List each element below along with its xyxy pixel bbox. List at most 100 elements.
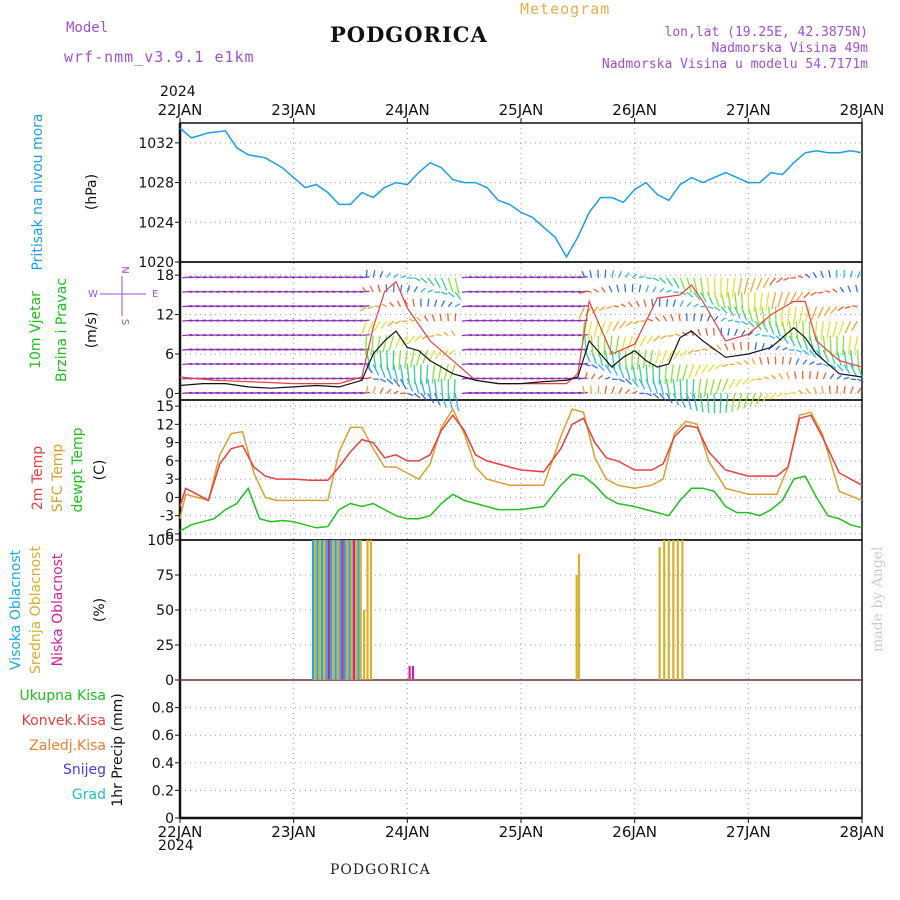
wind-barb <box>298 290 309 293</box>
wind-barb <box>638 284 642 293</box>
wind-barb <box>325 348 336 351</box>
wind-barb <box>365 364 373 374</box>
wind-barb <box>743 277 749 295</box>
wind-barb <box>372 270 376 278</box>
wind-barb <box>516 290 527 293</box>
wind-barb <box>461 348 472 351</box>
wind-barb <box>523 305 534 308</box>
wind-barb <box>769 277 777 286</box>
wind-barb <box>453 378 456 399</box>
y-tick-label: 15 <box>156 399 174 415</box>
wind-barb <box>611 386 615 394</box>
wind-barb <box>679 291 687 296</box>
y-tick-label: 1028 <box>138 176 174 192</box>
wind-barb <box>550 377 561 380</box>
wind-barb <box>223 333 234 337</box>
wind-barb <box>639 335 647 347</box>
wind-barb <box>523 333 534 337</box>
wind-barb <box>699 313 704 322</box>
wind-barb <box>694 364 702 377</box>
wind-barb <box>837 306 845 312</box>
wind-barb <box>325 276 336 279</box>
wind-barb <box>707 364 715 372</box>
wind-barb <box>407 335 415 345</box>
wind-barb <box>475 305 486 308</box>
wind-barb <box>727 327 731 336</box>
wind-barb <box>604 269 607 278</box>
wind-barb <box>434 277 441 289</box>
compass-n: N <box>119 266 130 273</box>
wind-barb <box>502 348 513 351</box>
wind-barb <box>502 305 513 308</box>
wind-barb <box>495 276 507 279</box>
wind-barb <box>318 305 329 308</box>
wind-barb <box>209 362 220 366</box>
wind-barb <box>600 286 606 293</box>
wind-barb <box>475 377 486 380</box>
wind-barb <box>659 378 665 396</box>
wind-barb <box>243 276 254 279</box>
wind-barb <box>223 391 234 395</box>
wind-barb <box>325 305 336 308</box>
wind-barb <box>311 333 322 337</box>
wind-barb <box>270 333 281 337</box>
wind-barb <box>749 378 756 383</box>
wind-barb <box>257 377 268 380</box>
wind-barb <box>372 386 377 394</box>
wind-barb <box>401 335 408 347</box>
wind-barb <box>822 349 830 363</box>
wind-barb <box>202 305 213 308</box>
wind-barb <box>550 362 561 366</box>
x-tick-label-top: 26JAN <box>612 101 657 119</box>
wind-barb <box>298 319 309 322</box>
wind-barb <box>557 276 568 279</box>
wind-barb <box>712 327 715 336</box>
wind-barb <box>635 300 640 307</box>
wind-barb <box>763 376 770 380</box>
wind-barb <box>611 270 615 278</box>
model-name: wrf-nmm_v3.9.1 e1km <box>64 48 255 66</box>
wind-barb <box>264 362 275 366</box>
wind-barb <box>202 319 213 322</box>
wind-barb <box>380 320 388 330</box>
wind-barb <box>655 316 661 322</box>
wind-barb <box>731 393 736 412</box>
dewpt-line <box>179 473 863 532</box>
x-tick-label-top: 25JAN <box>499 101 544 119</box>
wind-barb <box>257 290 268 293</box>
wind-barb <box>236 333 247 337</box>
wind-barb <box>817 291 824 294</box>
wind-barb <box>236 377 247 380</box>
wind-barb <box>798 389 804 394</box>
compass-e: E <box>152 289 158 300</box>
wind-barb <box>578 291 585 294</box>
wind-barb <box>550 290 561 293</box>
wind-barb <box>584 372 588 380</box>
pressure-label: Pritisak na nivou mora <box>30 113 46 270</box>
wind-barb <box>270 319 281 322</box>
x-tick-label-top: 22JAN <box>158 101 203 119</box>
wind-barb <box>339 362 350 366</box>
wind-barb <box>754 333 761 337</box>
wind-barb <box>264 276 275 279</box>
year-top-label: 2024 <box>160 84 196 100</box>
gust-line <box>179 280 863 385</box>
wind-barb <box>372 364 380 376</box>
wind-barb <box>852 305 858 308</box>
wind-barb <box>736 361 742 366</box>
high-cloud-label: Visoka Oblacnost <box>8 549 24 670</box>
wind-barb <box>606 306 613 310</box>
wind-barb <box>727 306 735 317</box>
wind-barb <box>345 319 357 322</box>
wind-barb <box>277 391 288 395</box>
wind-barb <box>557 319 568 322</box>
wind-barb <box>693 303 699 308</box>
wind-barb <box>450 330 456 336</box>
wind-barb <box>277 377 288 380</box>
wind-barb <box>365 385 369 394</box>
wind-barb <box>798 306 804 325</box>
wind-barb <box>842 335 845 356</box>
wind-barb <box>243 391 254 395</box>
wind-barb <box>693 277 699 295</box>
wind-barb <box>523 290 534 293</box>
